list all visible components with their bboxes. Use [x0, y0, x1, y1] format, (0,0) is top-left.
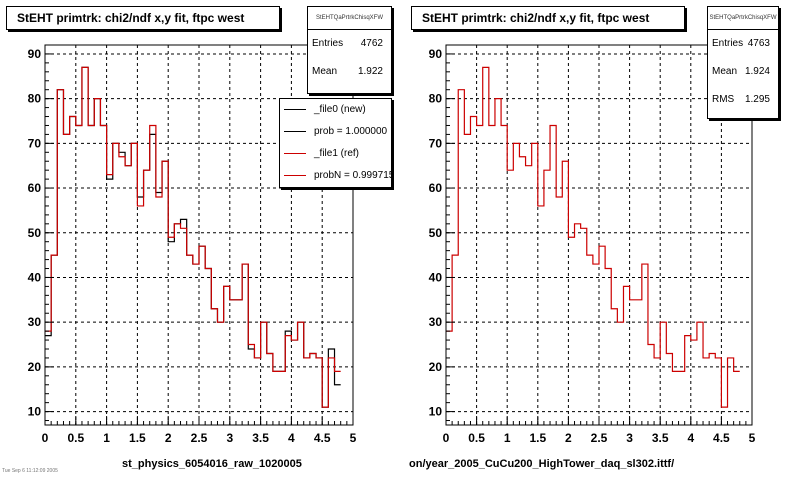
legend-swatch	[284, 175, 306, 176]
right-entries-value: 4763	[747, 38, 770, 49]
right-mean-label: Mean	[712, 66, 738, 77]
legend-item: probN = 0.999715	[280, 165, 391, 187]
right-plot-area	[446, 45, 752, 425]
left-x-tick-label: 1.5	[129, 431, 146, 445]
right-x-tick-label: 2	[565, 431, 572, 445]
right-y-tick-label: 30	[429, 315, 443, 329]
left-stats-header: StEHTQaPrtrkChisqXFW	[308, 7, 391, 30]
left-entries-label: Entries	[312, 38, 344, 49]
right-rms-label: RMS	[712, 94, 735, 105]
right-x-tick-label: 1.5	[529, 431, 546, 445]
right-x-tick-label: 5	[749, 431, 756, 445]
right-rms-value: 1.295	[744, 94, 770, 105]
left-series-1-line	[45, 66, 341, 408]
right-y-tick-label: 10	[429, 405, 443, 419]
right-y-tick-label: 60	[429, 181, 443, 195]
right-x-tick-label: 3.5	[652, 431, 669, 445]
left-y-tick-label: 20	[28, 360, 42, 374]
right-footer-label: on/year_2005_CuCu200_HighTower_daq_sl302…	[409, 458, 675, 470]
left-y-tick-label: 40	[28, 270, 42, 284]
right-series-0-line	[446, 66, 740, 408]
right-entries-label: Entries	[712, 38, 744, 49]
right-y-tick-label: 70	[429, 136, 443, 150]
left-y-tick-label: 80	[28, 92, 42, 106]
left-chart-title: StEHT primtrk: chi2/ndf x,y fit, ftpc we…	[6, 6, 280, 30]
left-y-tick-label: 50	[28, 226, 42, 240]
legend-label: probN = 0.999715	[314, 170, 392, 181]
left-x-tick-label: 2.5	[191, 431, 208, 445]
right-x-tick-label: 0	[443, 431, 450, 445]
right-x-tick-label: 0.5	[468, 431, 485, 445]
left-stats-box: StEHTQaPrtrkChisqXFW Entries 4762 Mean 1.9…	[307, 6, 392, 94]
left-footer-label: st_physics_6054016_raw_1020005	[122, 458, 302, 470]
left-x-tick-label: 0.5	[67, 431, 84, 445]
left-x-tick-label: 4	[288, 431, 295, 445]
legend-swatch	[284, 109, 306, 110]
timestamp-text: Tue Sep 6 11:12:09 2005	[2, 468, 58, 474]
left-legend: _file0 (new) prob = 1.000000 _file1 (ref…	[279, 98, 392, 188]
legend-item: _file1 (ref)	[280, 143, 391, 165]
legend-swatch	[284, 153, 306, 154]
right-x-tick-label: 4.5	[713, 431, 730, 445]
left-x-tick-label: 1	[103, 431, 110, 445]
right-mean-value: 1.924	[744, 66, 770, 77]
legend-label: _file0 (new)	[314, 104, 366, 115]
legend-item: prob = 1.000000	[280, 121, 391, 143]
right-x-tick-label: 1	[504, 431, 511, 445]
right-y-tick-label: 80	[429, 92, 443, 106]
left-x-tick-label: 5	[350, 431, 357, 445]
legend-item: _file0 (new)	[280, 99, 391, 121]
right-stats-box: StEHTQaPrtrkChisqXFW Entries 4763 Mean 1.9…	[707, 6, 779, 119]
left-x-tick-label: 3.5	[252, 431, 269, 445]
right-stats-header: StEHTQaPrtrkChisqXFW	[708, 7, 778, 30]
left-x-tick-label: 3	[226, 431, 233, 445]
left-y-tick-label: 60	[28, 181, 42, 195]
legend-label: _file1 (ref)	[314, 148, 360, 159]
legend-swatch	[284, 131, 306, 132]
left-x-tick-label: 0	[42, 431, 49, 445]
right-y-tick-label: 40	[429, 270, 443, 284]
left-entries-value: 4762	[360, 38, 383, 49]
right-x-tick-label: 4	[687, 431, 694, 445]
right-x-tick-label: 3	[626, 431, 633, 445]
right-y-tick-label: 50	[429, 226, 443, 240]
left-y-tick-label: 10	[28, 405, 42, 419]
right-y-tick-label: 20	[429, 360, 443, 374]
left-mean-value: 1.922	[357, 66, 383, 77]
left-mean-label: Mean	[312, 66, 338, 77]
left-y-tick-label: 90	[28, 47, 42, 61]
left-x-tick-label: 2	[165, 431, 172, 445]
right-chart-title: StEHT primtrk: chi2/ndf x,y fit, ftpc we…	[411, 6, 685, 30]
legend-label: prob = 1.000000	[314, 126, 388, 137]
right-x-tick-label: 2.5	[591, 431, 608, 445]
left-x-tick-label: 4.5	[314, 431, 331, 445]
left-y-tick-label: 30	[28, 315, 42, 329]
left-y-tick-label: 70	[28, 136, 42, 150]
right-y-tick-label: 90	[429, 47, 443, 61]
